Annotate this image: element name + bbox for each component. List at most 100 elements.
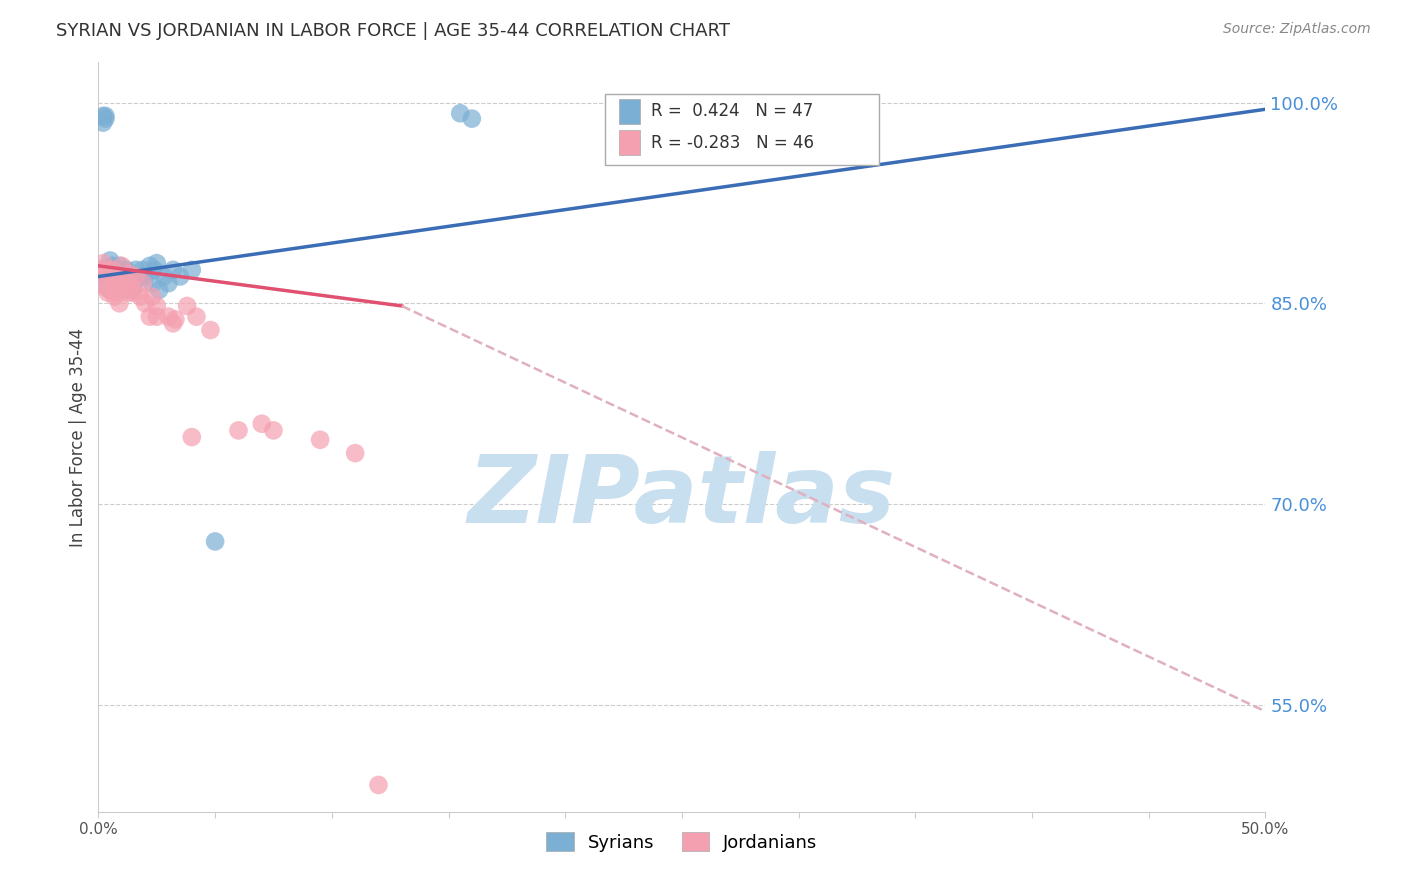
Text: R =  0.424   N = 47: R = 0.424 N = 47 <box>651 103 813 120</box>
Point <box>108 296 131 310</box>
Point <box>367 778 389 792</box>
Point <box>108 259 131 273</box>
Point <box>97 267 120 281</box>
Point <box>204 534 226 549</box>
Point <box>101 263 124 277</box>
Point <box>309 433 332 447</box>
Point <box>162 263 184 277</box>
Point <box>112 269 135 284</box>
Point <box>200 323 222 337</box>
Point <box>115 263 138 277</box>
Point <box>97 269 120 284</box>
Point <box>104 280 127 294</box>
Point <box>139 259 162 273</box>
Point <box>101 272 124 286</box>
Point <box>157 310 180 324</box>
Point <box>108 263 131 277</box>
Point <box>146 256 169 270</box>
Point <box>118 267 141 281</box>
Point <box>449 106 471 120</box>
Point <box>132 263 155 277</box>
Text: R = -0.283   N = 46: R = -0.283 N = 46 <box>651 134 814 152</box>
Point <box>94 280 117 294</box>
Point <box>125 269 148 284</box>
Point <box>112 269 135 284</box>
Point <box>94 109 117 123</box>
Point <box>146 310 169 324</box>
Point <box>98 283 121 297</box>
Point <box>262 424 284 438</box>
Point <box>105 263 128 277</box>
Point <box>98 269 121 284</box>
Point <box>141 289 163 303</box>
Point <box>228 424 250 438</box>
Point <box>143 263 166 277</box>
Point <box>97 267 120 281</box>
Text: Source: ZipAtlas.com: Source: ZipAtlas.com <box>1223 22 1371 37</box>
Point <box>125 263 148 277</box>
Point <box>98 253 121 268</box>
Point <box>101 277 124 291</box>
Point <box>118 285 141 300</box>
Point <box>94 269 117 284</box>
Point <box>91 269 114 284</box>
Point <box>186 310 208 324</box>
Point <box>98 283 121 297</box>
Point <box>101 259 124 273</box>
Point <box>90 263 112 277</box>
Point <box>91 256 114 270</box>
Point <box>176 299 198 313</box>
Point <box>98 269 121 284</box>
Point <box>91 115 114 129</box>
Point <box>120 280 142 294</box>
Point <box>97 280 120 294</box>
Point <box>132 277 155 291</box>
Point <box>461 112 484 126</box>
Point <box>104 289 127 303</box>
Point <box>122 285 145 300</box>
Point <box>122 280 145 294</box>
Point <box>125 272 148 286</box>
Point <box>180 430 202 444</box>
Text: SYRIAN VS JORDANIAN IN LABOR FORCE | AGE 35-44 CORRELATION CHART: SYRIAN VS JORDANIAN IN LABOR FORCE | AGE… <box>56 22 730 40</box>
Point <box>94 112 117 126</box>
Point <box>141 277 163 291</box>
Point <box>157 277 180 291</box>
Point <box>104 269 127 284</box>
Point <box>169 269 191 284</box>
Point <box>112 263 135 277</box>
Point <box>105 269 128 284</box>
Point <box>111 269 134 284</box>
Point <box>91 109 114 123</box>
Point <box>97 285 120 300</box>
Point <box>105 269 128 284</box>
Point <box>94 263 117 277</box>
Point <box>104 263 127 277</box>
Legend: Syrians, Jordanians: Syrians, Jordanians <box>540 825 824 859</box>
Point <box>134 269 156 284</box>
Point <box>108 277 131 291</box>
Point <box>146 299 169 313</box>
Point <box>129 269 152 284</box>
Point <box>111 280 134 294</box>
Y-axis label: In Labor Force | Age 35-44: In Labor Force | Age 35-44 <box>69 327 87 547</box>
Point <box>180 263 202 277</box>
Point <box>115 277 138 291</box>
Point <box>129 289 152 303</box>
Point <box>344 446 367 460</box>
Point <box>134 296 156 310</box>
Point <box>162 317 184 331</box>
Point <box>105 285 128 300</box>
Point <box>90 263 112 277</box>
Point <box>111 280 134 294</box>
Point <box>250 417 273 431</box>
Point <box>152 269 174 284</box>
Point <box>165 312 187 326</box>
Point <box>148 283 170 297</box>
Point <box>118 269 141 284</box>
Point <box>111 259 134 273</box>
Point <box>115 277 138 291</box>
Point <box>139 310 162 324</box>
Point <box>120 283 142 297</box>
Text: ZIPatlas: ZIPatlas <box>468 451 896 543</box>
